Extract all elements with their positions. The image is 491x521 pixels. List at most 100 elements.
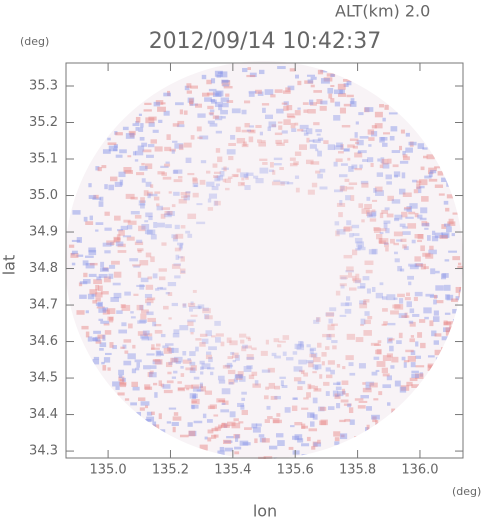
echo-speckle <box>326 73 336 77</box>
echo-speckle <box>276 413 281 417</box>
echo-speckle <box>346 81 352 86</box>
echo-speckle <box>339 199 343 206</box>
echo-speckle <box>97 166 102 172</box>
echo-speckle <box>334 393 341 399</box>
echo-speckle <box>147 317 156 323</box>
echo-speckle <box>268 445 278 450</box>
echo-speckle <box>280 181 285 186</box>
echo-speckle <box>273 179 281 182</box>
echo-speckle <box>301 423 306 429</box>
echo-speckle <box>371 209 376 213</box>
echo-speckle <box>401 315 410 318</box>
echo-speckle <box>391 150 401 154</box>
echo-speckle <box>358 112 364 116</box>
echo-speckle <box>119 382 127 386</box>
echo-speckle <box>223 166 227 172</box>
echo-speckle <box>141 162 145 166</box>
echo-speckle <box>343 83 349 88</box>
echo-speckle <box>325 391 330 396</box>
echo-speckle <box>399 386 407 393</box>
echo-speckle <box>312 357 321 363</box>
echo-speckle <box>375 369 380 372</box>
echo-speckle <box>441 336 449 341</box>
echo-speckle <box>165 161 170 164</box>
echo-speckle <box>99 342 107 348</box>
echo-speckle <box>180 373 185 377</box>
echo-speckle <box>126 236 135 241</box>
echo-speckle <box>354 167 363 171</box>
echo-speckle <box>334 437 340 442</box>
echo-speckle <box>222 422 226 426</box>
echo-speckle <box>414 212 419 218</box>
echo-speckle <box>306 392 311 398</box>
echo-speckle <box>78 282 83 287</box>
echo-speckle <box>406 301 412 308</box>
echo-speckle <box>339 433 348 440</box>
echo-speckle <box>179 268 186 274</box>
echo-speckle <box>123 167 132 173</box>
echo-speckle <box>116 310 123 314</box>
echo-speckle <box>213 434 219 438</box>
echo-speckle <box>98 318 104 322</box>
echo-speckle <box>371 210 377 217</box>
echo-speckle <box>185 157 192 164</box>
x-tick-label: 135.4 <box>214 463 251 478</box>
echo-speckle <box>221 402 226 405</box>
echo-speckle <box>434 166 441 169</box>
echo-speckle <box>370 162 374 168</box>
echo-speckle <box>121 377 126 382</box>
echo-speckle <box>351 275 357 281</box>
echo-speckle <box>201 363 211 370</box>
echo-speckle <box>213 414 219 417</box>
echo-speckle <box>271 181 281 186</box>
echo-speckle <box>131 381 138 387</box>
echo-speckle <box>434 232 444 239</box>
echo-speckle <box>293 397 297 400</box>
echo-speckle <box>85 331 90 338</box>
echo-speckle <box>204 97 212 102</box>
echo-speckle <box>189 351 196 357</box>
echo-speckle <box>418 189 422 194</box>
echo-speckle <box>344 308 352 314</box>
echo-speckle <box>138 203 146 206</box>
echo-speckle <box>190 103 199 106</box>
echo-speckle <box>297 438 304 443</box>
echo-speckle <box>381 209 389 214</box>
echo-speckle <box>160 353 164 356</box>
echo-speckle <box>351 224 360 229</box>
echo-speckle <box>403 360 410 363</box>
echo-speckle <box>206 181 215 187</box>
echo-speckle <box>217 450 225 456</box>
echo-speckle <box>291 128 297 132</box>
echo-speckle <box>274 89 283 93</box>
echo-speckle <box>126 225 133 230</box>
echo-speckle <box>189 328 195 333</box>
echo-speckle <box>264 419 270 423</box>
echo-speckle <box>446 194 455 199</box>
echo-speckle <box>294 110 301 116</box>
echo-speckle <box>192 386 202 392</box>
echo-speckle <box>185 367 194 371</box>
echo-speckle <box>115 386 120 390</box>
echo-speckle <box>361 219 365 223</box>
echo-speckle <box>415 365 425 368</box>
echo-speckle <box>204 436 208 440</box>
echo-speckle <box>410 350 416 356</box>
echo-speckle <box>325 312 334 318</box>
echo-speckle <box>207 405 215 410</box>
echo-speckle <box>147 191 153 196</box>
echo-speckle <box>337 83 346 90</box>
echo-speckle <box>417 234 424 240</box>
echo-speckle <box>84 255 94 258</box>
echo-speckle <box>367 129 375 135</box>
echo-speckle <box>197 113 206 118</box>
echo-speckle <box>147 336 153 341</box>
echo-speckle <box>171 204 176 208</box>
echo-speckle <box>394 174 399 178</box>
echo-speckle <box>397 265 403 272</box>
echo-speckle <box>251 423 258 429</box>
echo-speckle <box>70 253 79 258</box>
echo-speckle <box>76 237 82 243</box>
echo-speckle <box>357 246 366 251</box>
echo-speckle <box>346 220 352 226</box>
